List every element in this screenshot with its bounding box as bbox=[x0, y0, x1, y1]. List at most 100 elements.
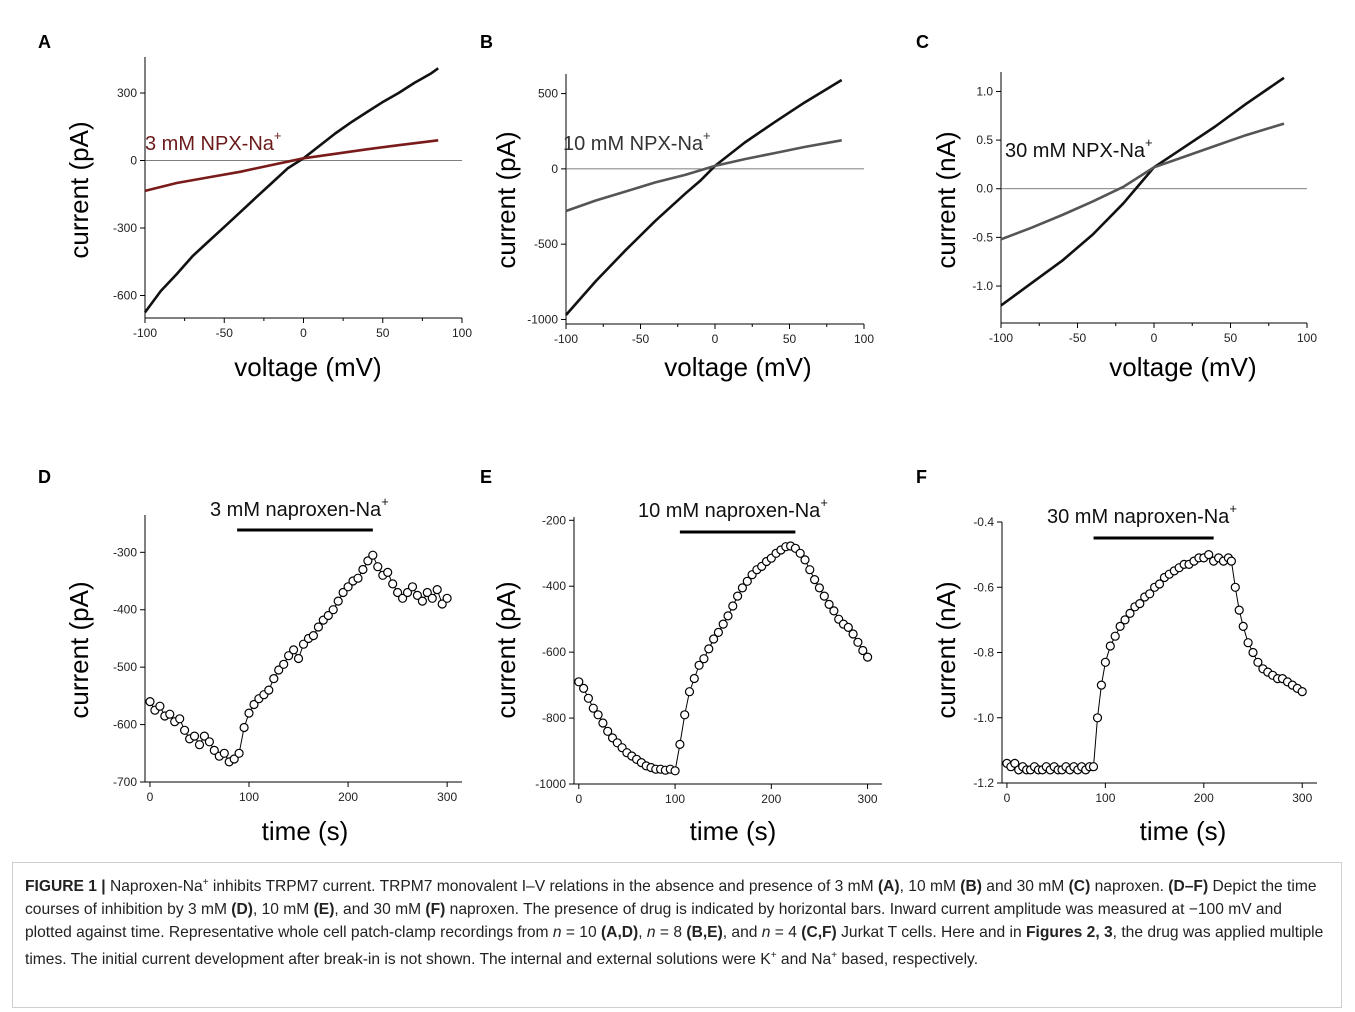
data-point bbox=[244, 708, 254, 718]
data-point bbox=[1125, 608, 1135, 619]
x-tick-label: 200 bbox=[761, 792, 781, 806]
caption-part-13: (E) bbox=[313, 900, 335, 918]
y-axis-label: current (nA) bbox=[931, 131, 961, 268]
data-point bbox=[1096, 680, 1107, 690]
data-point bbox=[437, 599, 447, 609]
x-tick-label: 100 bbox=[1095, 791, 1115, 805]
x-tick-label: 300 bbox=[1292, 791, 1312, 805]
y-axis-label: current (pA) bbox=[64, 121, 94, 258]
drug-annotation: 3 mM naproxen-Na+ bbox=[210, 494, 389, 521]
drug-annotation: 30 mM NPX-Na+ bbox=[1005, 135, 1153, 162]
data-point bbox=[1204, 549, 1214, 560]
caption-part-6: and 30 mM bbox=[981, 878, 1069, 896]
data-point bbox=[1088, 762, 1099, 772]
data-point bbox=[1248, 647, 1258, 658]
x-axis-label: time (s) bbox=[262, 816, 349, 846]
caption-part-26: = 4 bbox=[770, 923, 802, 941]
data-point bbox=[175, 714, 185, 724]
data-point bbox=[723, 611, 733, 621]
data-point bbox=[1100, 657, 1111, 667]
data-point bbox=[249, 699, 259, 710]
panel-letter: C bbox=[916, 32, 929, 52]
x-tick-label: 100 bbox=[452, 326, 472, 340]
data-point bbox=[1092, 713, 1103, 723]
data-point bbox=[737, 583, 748, 593]
data-point bbox=[422, 587, 432, 598]
caption-part-1: + bbox=[202, 877, 209, 888]
x-axis-label: voltage (mV) bbox=[234, 352, 381, 382]
data-point bbox=[829, 606, 839, 616]
caption-part-10: Depict the time courses of inhibition by… bbox=[25, 878, 1317, 918]
iv-trace-0 bbox=[1000, 76, 1285, 307]
caption-part-0: Naproxen-Na bbox=[105, 878, 203, 896]
x-tick-label: 100 bbox=[665, 792, 685, 806]
annotation-superscript: + bbox=[820, 495, 828, 510]
data-point bbox=[412, 590, 422, 601]
data-point bbox=[1238, 621, 1248, 632]
y-axis-label: current (pA) bbox=[491, 131, 521, 268]
caption-part-8: naproxen. bbox=[1090, 878, 1169, 896]
x-axis-label: time (s) bbox=[690, 816, 777, 846]
iv-trace-0 bbox=[143, 67, 439, 314]
data-point bbox=[704, 644, 714, 654]
x-tick-label: 50 bbox=[783, 332, 797, 346]
data-point bbox=[1234, 605, 1244, 615]
x-tick-label: 200 bbox=[338, 790, 358, 804]
y-tick-label: -0.8 bbox=[973, 646, 994, 660]
data-point bbox=[1145, 589, 1155, 599]
x-tick-label: -50 bbox=[632, 332, 650, 346]
data-point bbox=[393, 587, 403, 598]
data-point bbox=[338, 587, 348, 598]
caption-part-24: , and bbox=[722, 923, 762, 941]
data-point bbox=[284, 651, 294, 661]
data-point bbox=[432, 584, 442, 595]
y-tick-label: -0.5 bbox=[972, 230, 993, 244]
x-tick-label: 0 bbox=[575, 792, 582, 806]
data-point bbox=[407, 582, 418, 592]
data-point bbox=[279, 659, 289, 669]
data-point bbox=[805, 565, 815, 575]
data-point bbox=[593, 710, 603, 720]
x-tick-label: -50 bbox=[216, 326, 234, 340]
data-point bbox=[858, 645, 868, 656]
y-tick-label: -600 bbox=[542, 645, 566, 659]
drug-annotation: 10 mM NPX-Na+ bbox=[563, 128, 711, 155]
x-tick-label: 0 bbox=[712, 332, 719, 346]
data-point bbox=[427, 593, 437, 603]
data-point bbox=[239, 722, 249, 733]
y-tick-label: -500 bbox=[534, 237, 558, 251]
caption-part-11: (D) bbox=[231, 900, 253, 918]
data-point bbox=[145, 696, 155, 707]
caption-part-22: = 8 bbox=[655, 923, 687, 941]
x-tick-label: -100 bbox=[554, 332, 578, 346]
data-point bbox=[689, 673, 699, 684]
data-point bbox=[848, 629, 858, 639]
panel-c: C -100 -50 0 50 100 -1.0 -0.5 0.0 0.5 1.0 voltage (… bbox=[916, 32, 1317, 382]
data-point bbox=[728, 601, 738, 611]
data-point bbox=[1253, 657, 1263, 667]
x-tick-label: 100 bbox=[239, 790, 259, 804]
x-tick-label: 50 bbox=[376, 326, 390, 340]
caption-part-5: (B) bbox=[960, 878, 982, 896]
y-axis-label: current (pA) bbox=[64, 581, 94, 718]
caption-part-9: (D–F) bbox=[1168, 878, 1209, 896]
caption-part-2: inhibits TRPM7 current. TRPM7 monovalent… bbox=[208, 878, 878, 896]
panel-letter: B bbox=[480, 32, 493, 52]
data-point bbox=[742, 576, 752, 586]
y-tick-label: -0.6 bbox=[973, 580, 994, 594]
x-tick-label: 0 bbox=[300, 326, 307, 340]
caption-part-27: (C,F) bbox=[801, 923, 837, 941]
data-point bbox=[819, 591, 829, 601]
data-point bbox=[814, 583, 825, 593]
x-tick-label: 100 bbox=[854, 332, 874, 346]
y-tick-label: -400 bbox=[542, 579, 566, 593]
data-point bbox=[373, 562, 383, 572]
y-tick-label: -600 bbox=[113, 289, 137, 303]
data-point bbox=[363, 556, 373, 566]
x-tick-label: 0 bbox=[1004, 791, 1011, 805]
panel-letter: A bbox=[38, 32, 51, 52]
x-tick-label: 300 bbox=[437, 790, 457, 804]
y-tick-label: 0 bbox=[551, 162, 558, 176]
y-tick-label: 0 bbox=[130, 154, 137, 168]
